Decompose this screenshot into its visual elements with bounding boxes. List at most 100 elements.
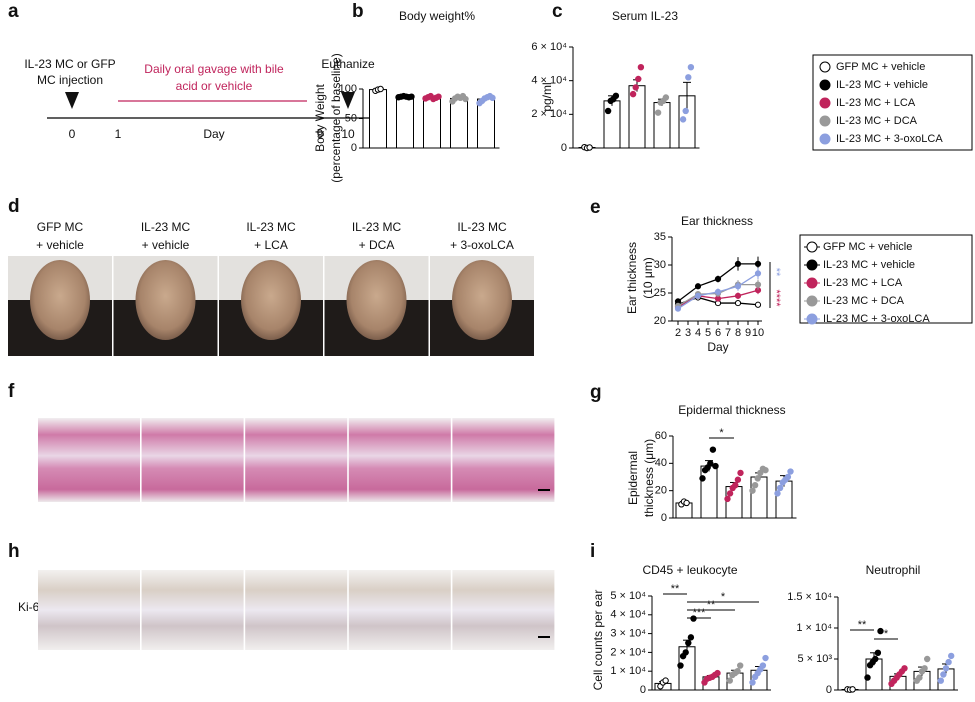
chart-title: Serum IL-23 <box>612 9 678 23</box>
data-point <box>734 476 742 483</box>
bar <box>423 97 441 149</box>
data-point <box>877 627 884 635</box>
data-point <box>654 109 662 116</box>
data-point <box>694 283 702 290</box>
bar <box>396 96 414 149</box>
ki67-section <box>348 570 451 650</box>
chart-title: Epidermal thickness <box>678 403 785 417</box>
photo-header: + DCA <box>359 238 395 252</box>
data-point <box>754 270 762 277</box>
y-tick-label: 2 × 10⁴ <box>531 108 567 120</box>
legend-label: IL-23 MC + LCA <box>836 97 916 109</box>
y-tick-label: 3 × 10⁴ <box>610 628 646 640</box>
sig-label: ** <box>707 599 716 611</box>
legend-label: IL-23 MC + 3-oxoLCA <box>823 313 930 325</box>
legend-marker <box>806 295 818 307</box>
y-tick-label: 4 × 10⁴ <box>531 75 567 87</box>
legend-label: IL-23 MC + DCA <box>836 115 918 127</box>
photo-header: IL-23 MC <box>457 220 507 234</box>
data-point <box>734 668 741 675</box>
data-point <box>754 260 762 267</box>
he-section <box>245 418 348 502</box>
data-point <box>726 490 734 497</box>
data-point <box>849 686 856 693</box>
he-section <box>452 418 555 502</box>
data-point <box>734 292 742 299</box>
he-section <box>38 418 140 502</box>
data-point <box>762 654 769 662</box>
legend-marker <box>806 313 818 325</box>
data-point <box>872 655 879 663</box>
y-axis-label: thickness (μm) <box>642 439 656 517</box>
sig-label: ** <box>770 268 782 277</box>
ear <box>452 260 512 340</box>
photo-header: + LCA <box>254 238 288 252</box>
data-point <box>712 462 719 470</box>
legend-marker <box>806 259 818 271</box>
data-point <box>699 475 706 482</box>
bar <box>603 100 621 149</box>
data-point <box>707 460 714 467</box>
data-point <box>687 64 695 71</box>
legend-box <box>799 234 973 324</box>
y-tick-label: 4 × 10⁴ <box>610 609 646 621</box>
y-axis-label: (percentage of baseline) <box>329 53 343 182</box>
data-point <box>635 75 642 83</box>
legend-marker <box>819 79 831 91</box>
ear <box>346 260 407 340</box>
data-point <box>489 94 496 102</box>
bar <box>450 97 468 149</box>
y-tick-label: 40 <box>655 457 667 469</box>
sig-label: * <box>721 591 726 603</box>
data-point <box>637 64 645 71</box>
legend-label: IL-23 MC + vehicle <box>836 79 928 91</box>
data-point <box>751 482 759 489</box>
data-point <box>685 639 692 647</box>
photo-header: IL-23 MC <box>141 220 191 234</box>
data-point <box>714 275 722 283</box>
data-point <box>724 495 731 503</box>
panel-label: f <box>8 381 15 402</box>
y-tick-label: 0 <box>661 512 667 524</box>
data-point <box>682 107 689 115</box>
photo-header: + vehicle <box>36 238 84 252</box>
data-point <box>737 662 744 669</box>
data-point <box>784 473 792 481</box>
start-label: IL-23 MC or GFP <box>24 57 115 71</box>
y-tick-label: 100 <box>339 83 357 95</box>
y-tick-label: 6 × 10⁴ <box>531 41 567 53</box>
data-point <box>734 299 742 307</box>
data-point <box>916 674 923 681</box>
data-point <box>679 116 687 123</box>
day-tick: 1 <box>115 127 122 141</box>
chart-title: Neutrophil <box>866 563 921 577</box>
data-point <box>754 281 762 288</box>
photo-header: GFP MC <box>37 220 84 234</box>
data-point <box>774 490 781 497</box>
photo-header: + 3-oxoLCA <box>450 238 514 252</box>
bar <box>700 465 718 519</box>
y-tick-label: 0 <box>351 142 357 154</box>
y-axis-label: Cell counts per ear <box>591 590 605 691</box>
he-section <box>348 418 451 502</box>
bar <box>477 98 495 149</box>
data-point <box>924 655 931 663</box>
data-point <box>662 677 669 684</box>
data-point <box>937 677 944 684</box>
x-tick-label: 2 <box>675 327 681 339</box>
panel-label: a <box>8 1 19 22</box>
panel-label: g <box>590 382 602 403</box>
bar <box>369 89 387 149</box>
legend-marker <box>819 61 831 73</box>
data-point <box>462 95 469 103</box>
y-tick-label: 5 × 10³ <box>797 653 832 665</box>
data-point <box>749 679 756 686</box>
data-point <box>921 665 928 672</box>
data-point <box>586 144 593 151</box>
photo-header: IL-23 MC <box>246 220 296 234</box>
ki67-section <box>141 570 244 650</box>
data-point <box>632 84 639 91</box>
y-tick-label: 1 × 10⁴ <box>796 622 832 634</box>
legend-marker <box>806 277 818 289</box>
